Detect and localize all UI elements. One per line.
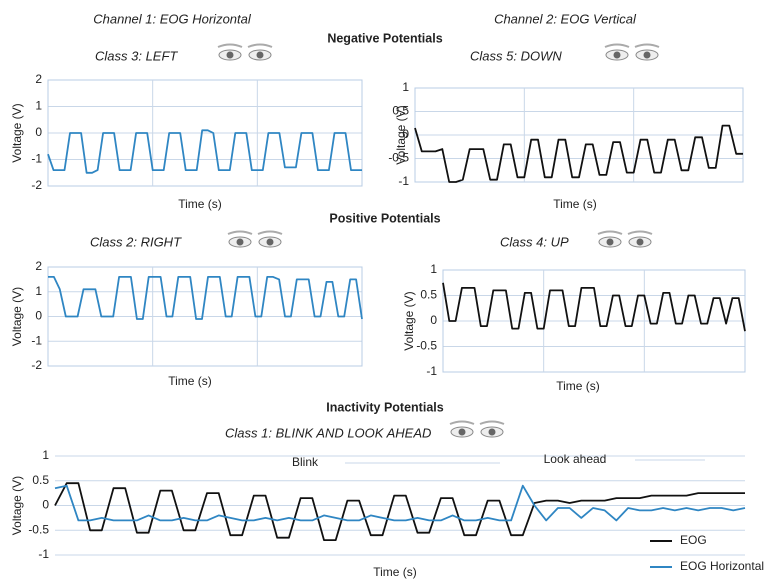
channel-title: Channel 1: EOG Horizontal bbox=[93, 11, 252, 26]
y-tick-label: 0 bbox=[402, 127, 409, 141]
data-line bbox=[54, 484, 746, 522]
brow bbox=[227, 230, 253, 235]
section-title: Positive Potentials bbox=[329, 211, 440, 225]
brow bbox=[627, 230, 653, 235]
y-axis-label: Voltage (V) bbox=[10, 476, 24, 535]
section-title: Inactivity Potentials bbox=[326, 400, 443, 414]
x-axis-label: Time (s) bbox=[178, 197, 222, 211]
chart-title: Class 4: UP bbox=[500, 234, 569, 249]
data-line bbox=[442, 282, 746, 332]
y-tick-label: -0.5 bbox=[416, 339, 437, 353]
data-line bbox=[48, 276, 363, 320]
chart-title: Class 3: LEFT bbox=[95, 48, 178, 63]
brow bbox=[449, 420, 475, 425]
y-axis-label: Voltage (V) bbox=[10, 103, 24, 162]
y-tick-label: 0 bbox=[35, 125, 42, 139]
y-tick-label: -2 bbox=[31, 178, 42, 192]
data-line bbox=[54, 482, 745, 541]
x-axis-label: Time (s) bbox=[168, 374, 212, 388]
section-title: Negative Potentials bbox=[327, 31, 442, 45]
plot-frame bbox=[47, 79, 363, 187]
data-line bbox=[47, 129, 362, 174]
annotation: Look ahead bbox=[544, 452, 607, 466]
iris bbox=[488, 428, 496, 436]
y-tick-label: 1 bbox=[42, 448, 49, 462]
y-tick-label: 2 bbox=[35, 72, 42, 86]
y-tick-label: -0.5 bbox=[388, 151, 409, 165]
x-axis-label: Time (s) bbox=[553, 197, 597, 211]
y-tick-label: -1 bbox=[426, 364, 437, 378]
brow bbox=[604, 43, 630, 48]
y-tick-label: 0 bbox=[42, 498, 49, 512]
iris bbox=[226, 51, 234, 59]
chart-title: Class 2: RIGHT bbox=[90, 234, 182, 249]
iris bbox=[236, 238, 244, 246]
brow bbox=[217, 43, 243, 48]
y-tick-label: 1 bbox=[35, 284, 42, 298]
plot-frame bbox=[414, 87, 744, 183]
brow bbox=[597, 230, 623, 235]
y-axis-label: Voltage (V) bbox=[394, 105, 408, 164]
legend-label: EOG bbox=[680, 533, 707, 547]
iris bbox=[606, 238, 614, 246]
y-tick-label: -1 bbox=[31, 333, 42, 347]
plot-frame bbox=[442, 269, 746, 373]
iris bbox=[613, 51, 621, 59]
x-axis-label: Time (s) bbox=[373, 565, 417, 579]
y-tick-label: -2 bbox=[31, 358, 42, 372]
eyes bbox=[227, 230, 283, 248]
y-tick-label: -0.5 bbox=[28, 522, 49, 536]
channel-title: Channel 2: EOG Vertical bbox=[494, 11, 637, 26]
y-axis-label: Voltage (V) bbox=[402, 291, 416, 350]
eyes bbox=[597, 230, 653, 248]
eye-images bbox=[217, 43, 660, 438]
eyes bbox=[449, 420, 505, 438]
brow bbox=[634, 43, 660, 48]
y-tick-label: 0 bbox=[430, 313, 437, 327]
iris bbox=[266, 238, 274, 246]
brow bbox=[257, 230, 283, 235]
annotation: Blink bbox=[292, 455, 319, 469]
eyes bbox=[604, 43, 660, 61]
eyes bbox=[217, 43, 273, 61]
legend-label: EOG Horizontal bbox=[680, 559, 764, 573]
y-tick-label: -1 bbox=[31, 152, 42, 166]
y-tick-label: 1 bbox=[35, 99, 42, 113]
y-tick-label: 0 bbox=[35, 309, 42, 323]
y-tick-label: 2 bbox=[35, 259, 42, 273]
chart-title: Class 1: BLINK AND LOOK AHEAD bbox=[225, 425, 431, 440]
iris bbox=[458, 428, 466, 436]
x-axis-label: Time (s) bbox=[556, 379, 600, 393]
y-tick-label: 0.5 bbox=[420, 288, 437, 302]
iris bbox=[643, 51, 651, 59]
y-tick-label: 0.5 bbox=[32, 473, 49, 487]
y-axis-label: Voltage (V) bbox=[10, 287, 24, 346]
brow bbox=[247, 43, 273, 48]
chart-title: Class 5: DOWN bbox=[470, 48, 562, 63]
y-tick-label: 1 bbox=[402, 80, 409, 94]
y-tick-label: -1 bbox=[398, 174, 409, 188]
iris bbox=[636, 238, 644, 246]
y-tick-label: -1 bbox=[38, 547, 49, 561]
brow bbox=[479, 420, 505, 425]
data-line bbox=[414, 124, 743, 183]
iris bbox=[256, 51, 264, 59]
y-tick-label: 0.5 bbox=[392, 104, 409, 118]
y-tick-label: 1 bbox=[430, 262, 437, 276]
